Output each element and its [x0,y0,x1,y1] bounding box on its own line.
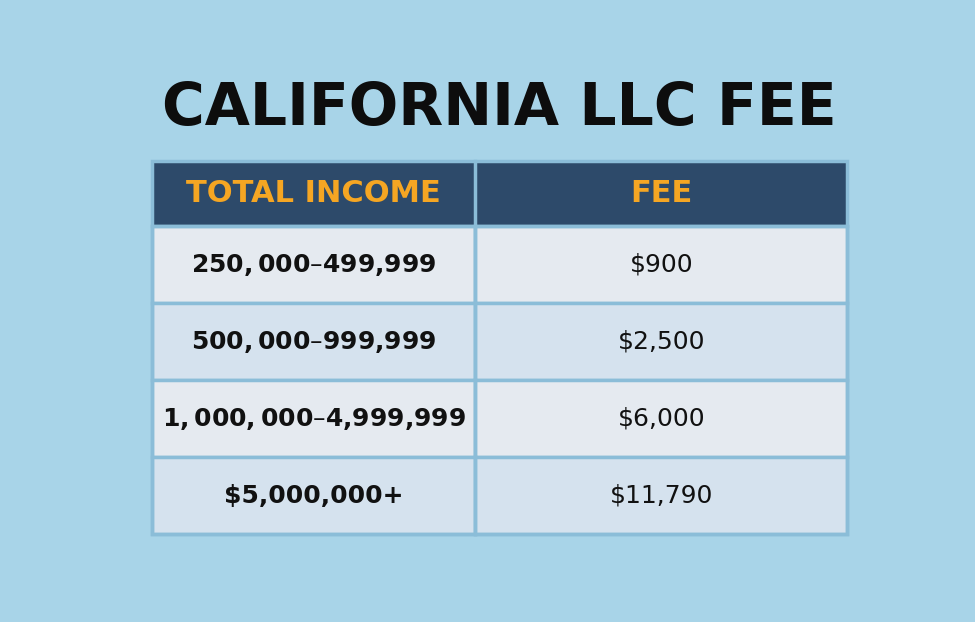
Bar [152,226,476,304]
Bar [152,457,476,534]
Bar [152,161,847,534]
Bar [476,226,847,304]
Text: $900: $900 [630,253,693,277]
Text: TOTAL INCOME: TOTAL INCOME [186,179,441,208]
Text: $11,790: $11,790 [609,484,713,508]
Bar [476,457,847,534]
Text: $250,000–$499,999: $250,000–$499,999 [191,252,437,278]
Text: $5,000,000+: $5,000,000+ [224,484,404,508]
Bar [152,380,476,457]
Text: CALIFORNIA LLC FEE: CALIFORNIA LLC FEE [163,80,837,137]
Bar [476,380,847,457]
Text: $1,000,000–$4,999,999: $1,000,000–$4,999,999 [162,406,466,432]
Text: FEE: FEE [630,179,692,208]
Bar [476,304,847,380]
Bar [152,161,847,226]
Text: $500,000–$999,999: $500,000–$999,999 [191,329,437,355]
Bar [152,304,476,380]
Text: $6,000: $6,000 [617,407,705,431]
Text: $2,500: $2,500 [617,330,705,354]
